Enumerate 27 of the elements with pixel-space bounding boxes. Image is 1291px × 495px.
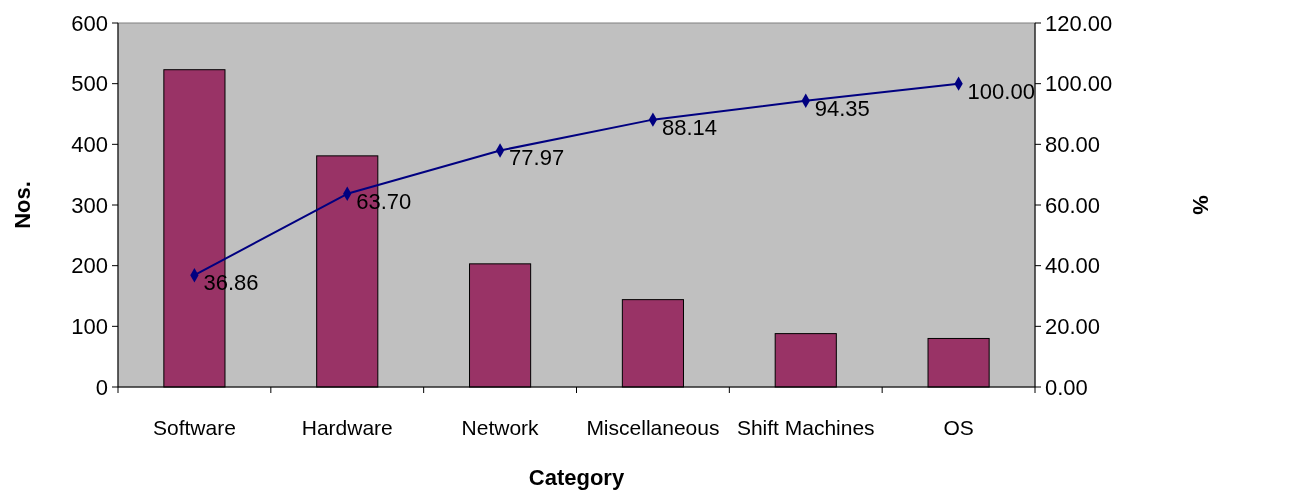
x-axis-title: Category [528, 465, 625, 490]
data-label: 88.14 [661, 114, 717, 140]
y-axis-title: Nos. [10, 181, 35, 229]
x-tick-label: Network [461, 416, 540, 439]
y2-tick-label: 0.00 [1045, 374, 1088, 400]
y-tick-label: 400 [71, 132, 108, 158]
y-tick-label: 600 [71, 10, 108, 36]
y-tick-label: 100 [71, 314, 108, 340]
y2-tick-label: 80.00 [1045, 132, 1101, 158]
y2-tick-label: 120.00 [1045, 10, 1113, 36]
y2-tick-label: 100.00 [1045, 71, 1113, 97]
x-tick-label: Shift Machines [736, 416, 875, 439]
y2-tick-label: 40.00 [1045, 253, 1101, 279]
y2-axis-title: % [1188, 195, 1213, 215]
y-tick-label: 500 [71, 71, 108, 97]
y-tick-label: 200 [71, 253, 108, 279]
data-label: 100.00 [967, 78, 1035, 104]
y2-tick-label: 20.00 [1045, 314, 1101, 340]
data-label: 77.97 [509, 145, 565, 171]
y-tick-label: 300 [71, 192, 108, 218]
x-tick-label: Miscellaneous [586, 416, 720, 439]
x-tick-label: Hardware [301, 416, 393, 439]
y-tick-label: 0 [95, 374, 108, 400]
data-label: 94.35 [814, 95, 870, 121]
y2-tick-label: 60.00 [1045, 192, 1101, 218]
x-tick-label: OS [943, 416, 974, 439]
x-tick-label: Software [152, 416, 236, 439]
